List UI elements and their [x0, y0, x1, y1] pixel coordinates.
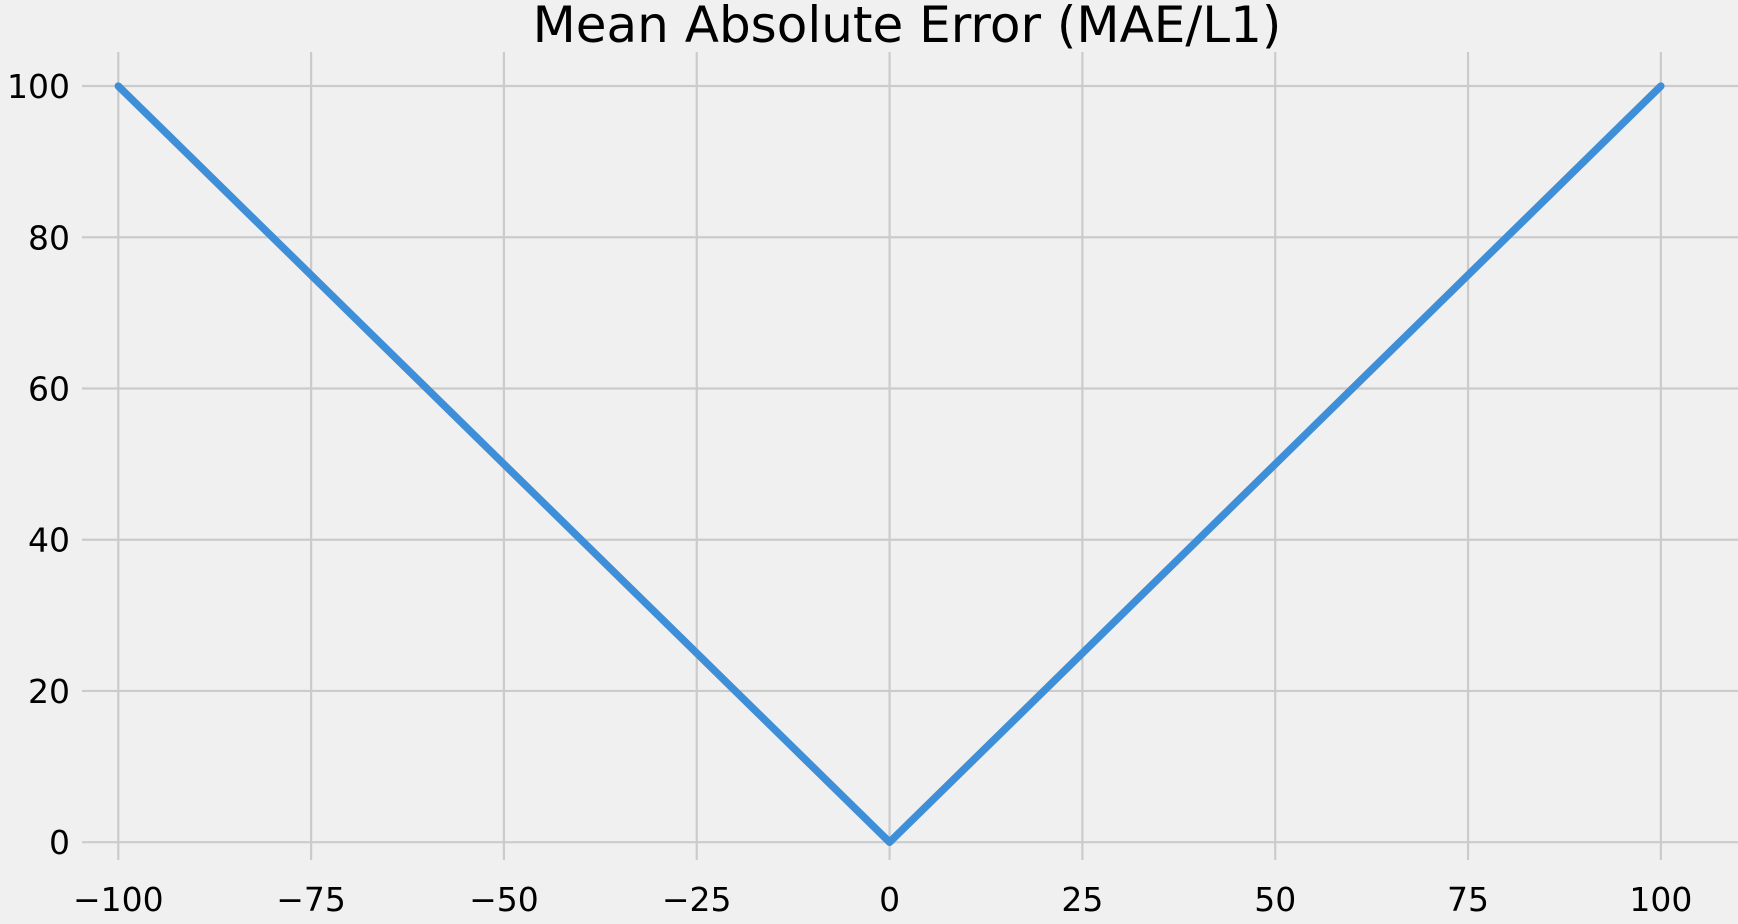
x-tick-label: −100 — [73, 880, 164, 919]
y-tick-label: 40 — [28, 521, 70, 560]
data-point — [114, 82, 122, 90]
chart-title: Mean Absolute Error (MAE/L1) — [533, 0, 1282, 54]
series-layer — [114, 82, 1665, 846]
x-gridlines — [117, 52, 1662, 860]
y-tick-label: 20 — [28, 672, 70, 711]
y-tick-label: 100 — [7, 67, 70, 106]
y-gridlines — [82, 84, 1738, 844]
x-tick-label: 100 — [1629, 880, 1692, 919]
data-point — [1657, 82, 1665, 90]
y-tick-label: 60 — [28, 369, 70, 408]
x-tick-labels: −100 −75 −50 −25 0 25 50 75 100 — [73, 880, 1692, 919]
x-tick-label: −25 — [662, 880, 732, 919]
x-tick-label: −75 — [276, 880, 346, 919]
x-tick-label: 25 — [1061, 880, 1103, 919]
data-point — [885, 838, 894, 846]
y-tick-labels: 0 20 40 60 80 100 — [7, 67, 70, 862]
x-tick-label: 50 — [1254, 880, 1296, 919]
y-tick-label: 0 — [49, 823, 70, 862]
y-tick-label: 80 — [28, 218, 70, 257]
x-tick-label: 75 — [1447, 880, 1489, 919]
x-tick-label: 0 — [879, 880, 900, 919]
x-tick-label: −50 — [469, 880, 539, 919]
